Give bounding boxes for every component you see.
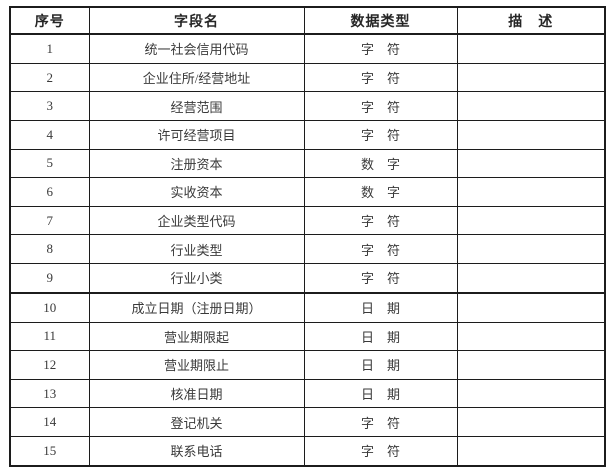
table-row: 1 统一社会信用代码 字 符	[9, 33, 606, 64]
table-body: 1 统一社会信用代码 字 符 2 企业住所/经营地址 字 符 3 经营范围 字 …	[9, 33, 606, 467]
row-number-cell: 6	[9, 177, 90, 207]
data-type-cell: 日 期	[303, 378, 458, 409]
table-row: 4 许可经营项目 字 符	[9, 120, 606, 150]
description-cell	[456, 148, 606, 179]
table-row: 8 行业类型 字 符	[9, 234, 606, 264]
field-name-cell: 行业类型	[88, 234, 305, 264]
data-type-cell: 字 符	[303, 407, 458, 437]
table-row: 3 经营范围 字 符	[9, 91, 606, 121]
field-name-cell: 经营范围	[88, 91, 305, 121]
table-row: 9 行业小类 字 符	[9, 262, 606, 294]
table-row: 10 成立日期（注册日期） 日 期	[9, 291, 606, 323]
field-name-cell: 企业住所/经营地址	[88, 62, 305, 93]
row-number-cell: 12	[9, 350, 90, 380]
data-type-cell: 字 符	[303, 205, 458, 236]
description-cell	[456, 378, 606, 409]
description-cell	[456, 62, 606, 93]
row-number-cell: 5	[9, 148, 90, 179]
description-cell	[456, 435, 606, 467]
data-type-cell: 字 符	[303, 435, 458, 467]
description-cell	[456, 91, 606, 121]
row-number-cell: 1	[9, 33, 90, 64]
row-number-cell: 2	[9, 62, 90, 93]
row-number-cell: 14	[9, 407, 90, 437]
field-name-cell: 行业小类	[88, 262, 305, 294]
field-name-cell: 许可经营项目	[88, 120, 305, 150]
header-cell-datatype: 数据类型	[303, 6, 458, 35]
table-row: 15 联系电话 字 符	[9, 435, 606, 467]
field-name-cell: 联系电话	[88, 435, 305, 467]
description-cell	[456, 33, 606, 64]
row-number-cell: 13	[9, 378, 90, 409]
description-cell	[456, 120, 606, 150]
description-cell	[456, 177, 606, 207]
description-cell	[456, 291, 606, 323]
data-type-cell: 数 字	[303, 177, 458, 207]
table-row: 11 营业期限起 日 期	[9, 321, 606, 352]
data-type-cell: 日 期	[303, 321, 458, 352]
row-number-cell: 7	[9, 205, 90, 236]
data-type-cell: 日 期	[303, 350, 458, 380]
row-number-cell: 15	[9, 435, 90, 467]
row-number-cell: 11	[9, 321, 90, 352]
description-cell	[456, 234, 606, 264]
table-row: 5 注册资本 数 字	[9, 148, 606, 179]
field-name-cell: 企业类型代码	[88, 205, 305, 236]
field-name-cell: 营业期限起	[88, 321, 305, 352]
data-type-cell: 日 期	[303, 291, 458, 323]
description-cell	[456, 205, 606, 236]
data-type-cell: 字 符	[303, 33, 458, 64]
table-row: 7 企业类型代码 字 符	[9, 205, 606, 236]
field-name-cell: 登记机关	[88, 407, 305, 437]
table-row: 12 营业期限止 日 期	[9, 350, 606, 380]
description-cell	[456, 407, 606, 437]
row-number-cell: 10	[9, 291, 90, 323]
field-definition-table: 序号 字段名 数据类型 描 述 1 统一社会信用代码 字 符 2 企业住所/经营…	[9, 6, 606, 467]
table-row: 13 核准日期 日 期	[9, 378, 606, 409]
row-number-cell: 8	[9, 234, 90, 264]
table-row: 6 实收资本 数 字	[9, 177, 606, 207]
data-type-cell: 字 符	[303, 234, 458, 264]
field-name-cell: 统一社会信用代码	[88, 33, 305, 64]
data-type-cell: 字 符	[303, 262, 458, 294]
field-name-cell: 营业期限止	[88, 350, 305, 380]
header-row: 序号 字段名 数据类型 描 述	[9, 6, 606, 35]
table-row: 2 企业住所/经营地址 字 符	[9, 62, 606, 93]
field-name-cell: 成立日期（注册日期）	[88, 291, 305, 323]
row-number-cell: 3	[9, 91, 90, 121]
description-cell	[456, 262, 606, 294]
table-row: 14 登记机关 字 符	[9, 407, 606, 437]
data-type-cell: 数 字	[303, 148, 458, 179]
row-number-cell: 9	[9, 262, 90, 294]
field-name-cell: 注册资本	[88, 148, 305, 179]
header-cell-fieldname: 字段名	[88, 6, 305, 35]
field-name-cell: 核准日期	[88, 378, 305, 409]
data-type-cell: 字 符	[303, 91, 458, 121]
data-type-cell: 字 符	[303, 120, 458, 150]
description-cell	[456, 321, 606, 352]
field-name-cell: 实收资本	[88, 177, 305, 207]
header-cell-description: 描 述	[456, 6, 606, 35]
description-cell	[456, 350, 606, 380]
header-cell-number: 序号	[9, 6, 90, 35]
row-number-cell: 4	[9, 120, 90, 150]
data-type-cell: 字 符	[303, 62, 458, 93]
